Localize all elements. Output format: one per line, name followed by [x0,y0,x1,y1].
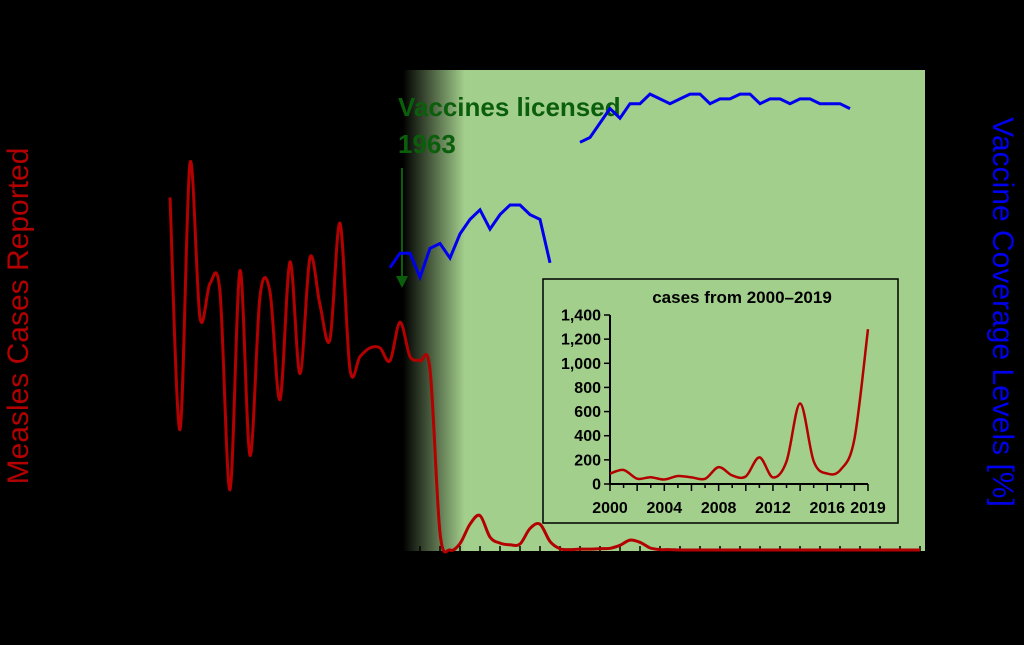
inset-y-tick-label: 1,000 [561,356,601,373]
left-y-axis-label: Measles Cases Reported [2,148,35,485]
annotation-arrow-head [396,276,408,288]
inset-x-ticks: 2000 2004 2008 2012 2016 2019 [592,484,886,517]
right-y-axis-label: Vaccine Coverage Levels [%] [986,117,1019,507]
inset-y-tick-label: 1,400 [561,308,601,325]
inset-x-tick-label: 2004 [647,500,683,517]
cases-series-line [168,160,920,554]
inset-x-tick-label: 2008 [701,500,737,517]
inset-y-tick-label: 800 [574,380,601,397]
inset-y-tick-label: 0 [592,477,601,494]
inset-y-tick-label: 1,200 [561,332,601,349]
inset-cases-line [609,329,870,481]
inset-x-tick-label: 2016 [809,500,845,517]
inset-y-tick-label: 200 [574,452,601,469]
inset-x-tick-label: 2019 [850,500,886,517]
inset-chart: cases from 2000–2019 0 200 400 600 800 1,000 1… [542,278,899,524]
annotation-text-line1: Vaccines licensed [398,92,621,122]
inset-title: cases from 2000–2019 [652,288,832,307]
inset-y-ticks: 0 200 400 600 800 1,000 1,200 1,400 [561,308,610,494]
inset-x-tick-label: 2012 [755,500,791,517]
coverage-series-line-1 [388,203,552,282]
inset-y-tick-label: 600 [574,404,601,421]
inset-y-tick-label: 400 [574,428,601,445]
annotation-text-line2: 1963 [398,129,456,159]
inset-frame [542,278,899,524]
coverage-series-line-2 [579,92,851,144]
plot-shade [403,70,465,552]
inset-x-tick-label: 2000 [592,500,628,517]
